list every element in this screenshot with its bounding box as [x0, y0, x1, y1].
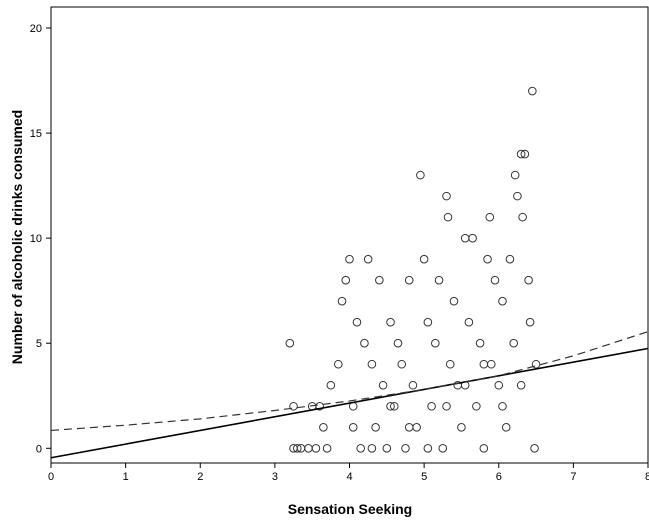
data-point: [434, 275, 444, 285]
data-point: [501, 422, 511, 432]
x-axis-title: Sensation Seeking: [288, 501, 412, 517]
data-point: [404, 422, 414, 432]
data-point: [389, 401, 399, 411]
data-point: [363, 254, 373, 264]
data-point: [322, 443, 332, 453]
data-point: [375, 275, 384, 285]
data-point: [449, 296, 459, 306]
data-point: [427, 401, 436, 411]
data-point: [530, 443, 539, 453]
data-point: [485, 212, 495, 222]
data-point: [494, 380, 504, 390]
data-point: [419, 254, 429, 264]
data-point: [319, 422, 328, 432]
x-tick-label: 8: [645, 471, 649, 483]
data-point: [468, 233, 477, 243]
data-point: [378, 380, 388, 390]
data-point: [348, 422, 358, 432]
data-point: [442, 401, 451, 411]
data-point: [393, 338, 403, 348]
plot-area: [50, 6, 649, 464]
data-point: [352, 317, 362, 327]
data-point: [525, 317, 535, 327]
data-point: [367, 443, 377, 453]
data-point: [334, 359, 343, 369]
data-point: [285, 338, 295, 348]
y-tick-label: 5: [36, 338, 42, 350]
data-point: [516, 380, 526, 390]
x-tick-label: 3: [272, 471, 278, 483]
data-point: [513, 191, 522, 201]
data-point: [518, 212, 527, 222]
data-point: [483, 254, 492, 264]
curve-fit-line: [50, 331, 649, 432]
data-point: [416, 170, 425, 180]
data-point: [431, 338, 440, 348]
data-point: [292, 443, 302, 453]
data-point: [520, 149, 530, 159]
data-point: [509, 338, 518, 348]
data-point: [479, 359, 489, 369]
data-point: [472, 401, 481, 411]
data-point: [457, 422, 466, 432]
data-point: [423, 317, 433, 327]
data-point: [524, 275, 533, 285]
data-point: [367, 359, 377, 369]
data-point: [397, 359, 407, 369]
data-point: [442, 191, 451, 201]
data-point: [356, 443, 365, 453]
data-point: [490, 275, 500, 285]
data-point: [401, 443, 410, 453]
y-tick-label: 20: [30, 23, 42, 35]
data-point: [404, 275, 414, 285]
x-tick-label: 1: [123, 471, 129, 483]
data-point: [498, 296, 507, 306]
y-tick-label: 10: [30, 233, 42, 245]
data-point: [311, 443, 321, 453]
data-point: [341, 275, 351, 285]
x-tick-label: 4: [346, 471, 352, 483]
data-point: [423, 443, 433, 453]
data-point: [475, 338, 485, 348]
data-point: [382, 443, 392, 453]
data-point: [315, 401, 324, 411]
data-point: [479, 443, 489, 453]
x-tick-label: 0: [48, 471, 54, 483]
data-point: [408, 380, 418, 390]
data-point: [360, 338, 369, 348]
data-point: [371, 422, 380, 432]
data-point: [498, 401, 507, 411]
data-point: [326, 380, 336, 390]
x-axis: 0 1 2 3 4 5 6 7 8: [48, 463, 649, 483]
data-point: [386, 317, 395, 327]
data-point: [345, 254, 354, 264]
data-point: [443, 212, 453, 222]
data-point: [516, 149, 526, 159]
points-layer: [285, 86, 541, 453]
y-axis-title: Number of alcoholic drinks consumed: [9, 110, 25, 364]
y-tick-label: 0: [36, 443, 42, 455]
y-tick-label: 15: [30, 128, 42, 140]
data-point: [386, 401, 395, 411]
x-tick-label: 2: [197, 471, 203, 483]
x-tick-label: 6: [496, 471, 502, 483]
y-axis: 0 5 10 15 20: [30, 23, 51, 455]
data-point: [464, 317, 474, 327]
fit-lines-layer: [50, 331, 649, 459]
data-point: [528, 86, 537, 96]
data-point: [510, 170, 520, 180]
data-point: [337, 296, 347, 306]
x-tick-label: 5: [421, 471, 427, 483]
x-tick-label: 7: [570, 471, 576, 483]
linear-fit-line: [50, 347, 649, 459]
data-point: [289, 401, 298, 411]
data-point: [505, 254, 515, 264]
data-point: [445, 359, 455, 369]
data-point: [438, 443, 448, 453]
